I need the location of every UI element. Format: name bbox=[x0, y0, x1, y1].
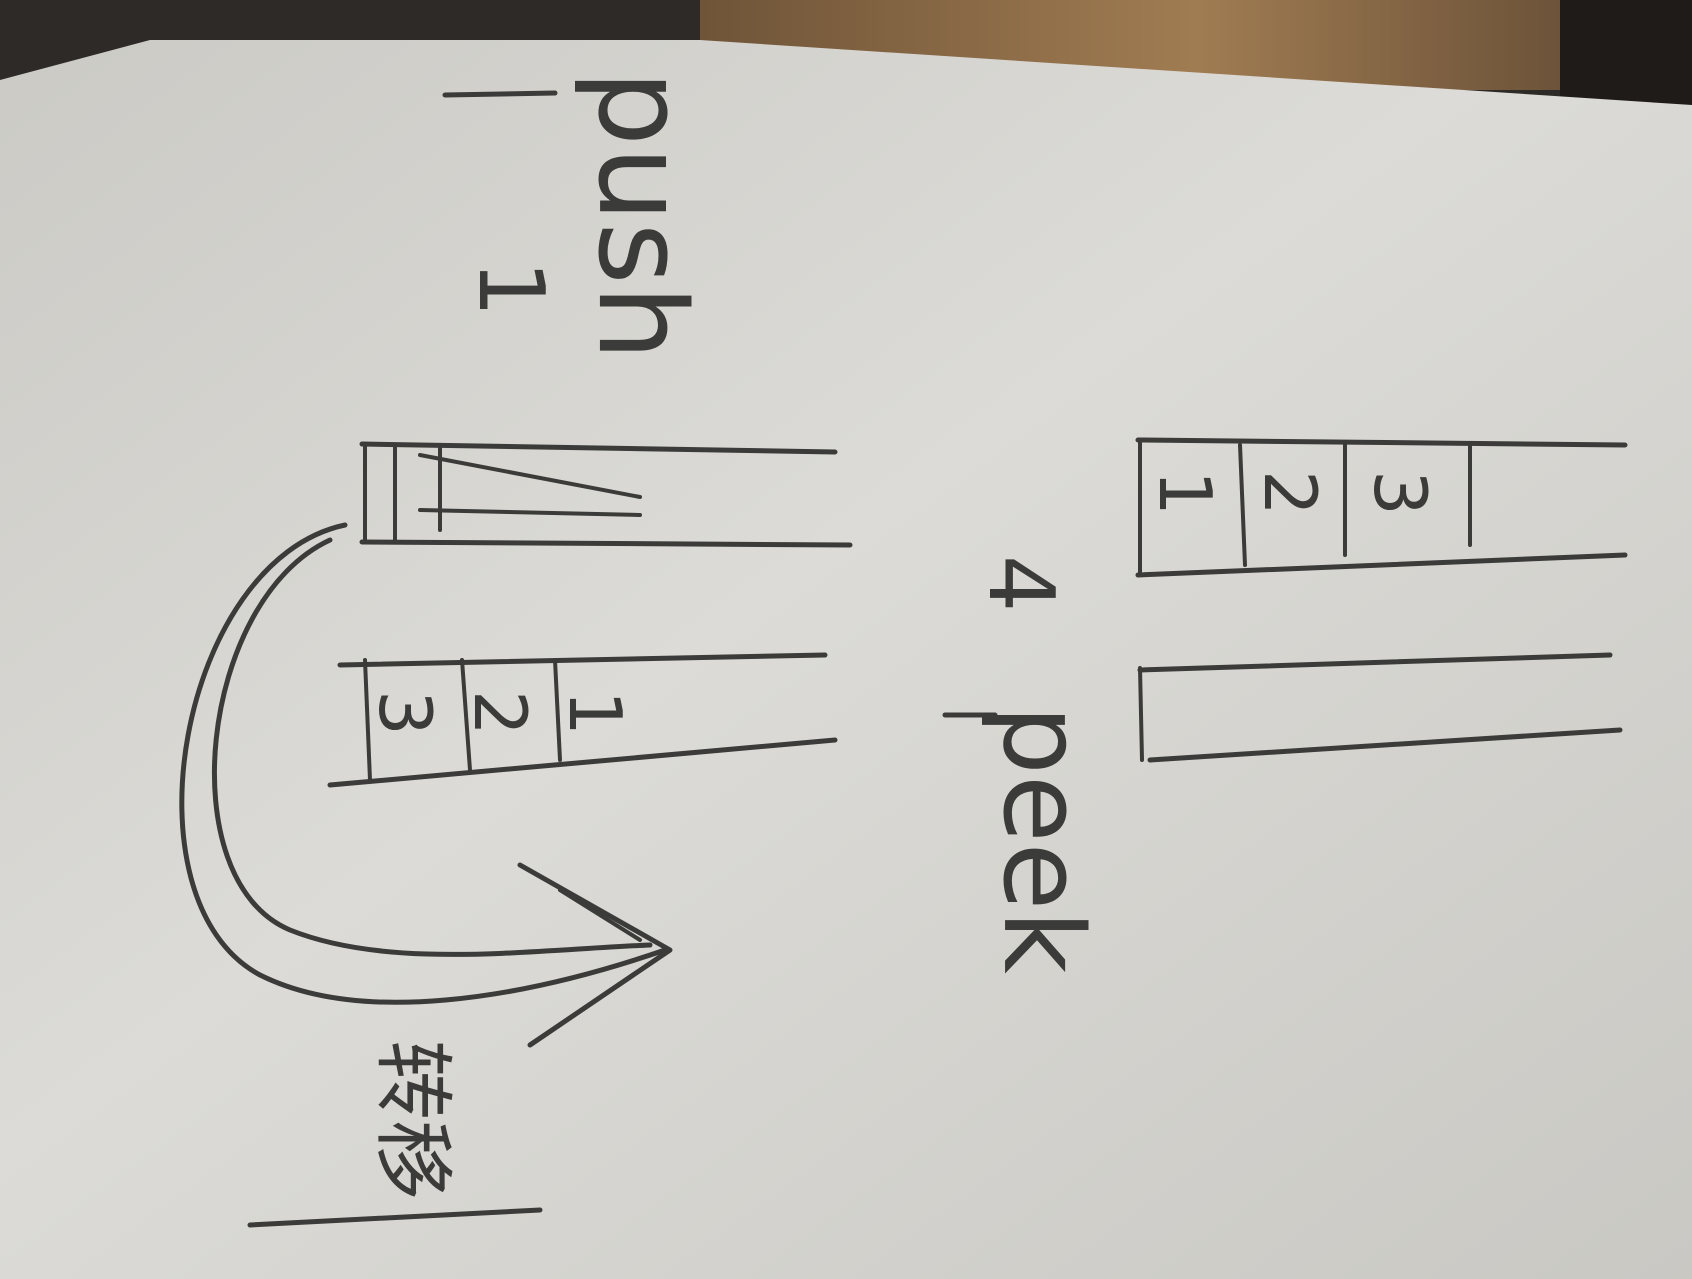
bottom-cell-2: 2 bbox=[458, 690, 542, 736]
transfer-arrow bbox=[179, 522, 673, 1048]
push-stack bbox=[359, 441, 853, 548]
top-cell-2: 2 bbox=[1248, 470, 1332, 516]
push-annotation: push 1 bbox=[442, 70, 710, 361]
step-one-label: 1 bbox=[458, 260, 563, 317]
push-stack-filled: 3 2 1 bbox=[327, 652, 838, 788]
peek-label: peek bbox=[979, 705, 1107, 974]
transfer-annotation: 转移 bbox=[247, 1040, 543, 1228]
bottom-cell-3: 3 bbox=[363, 690, 447, 736]
peek-stack-filled: 1 2 3 bbox=[1135, 437, 1628, 578]
push-label: push bbox=[571, 70, 710, 361]
dark-corner bbox=[1560, 0, 1692, 110]
paper-sheet bbox=[0, 40, 1692, 1279]
step-four-label: 4 bbox=[968, 555, 1073, 612]
peek-annotation: 4 peek bbox=[942, 555, 1107, 974]
top-cell-1: 1 bbox=[1143, 470, 1227, 516]
top-cell-3: 3 bbox=[1358, 470, 1442, 516]
bottom-cell-1: 1 bbox=[553, 690, 637, 736]
transfer-label: 转移 bbox=[366, 1040, 459, 1200]
peek-stack-empty bbox=[1137, 652, 1623, 763]
